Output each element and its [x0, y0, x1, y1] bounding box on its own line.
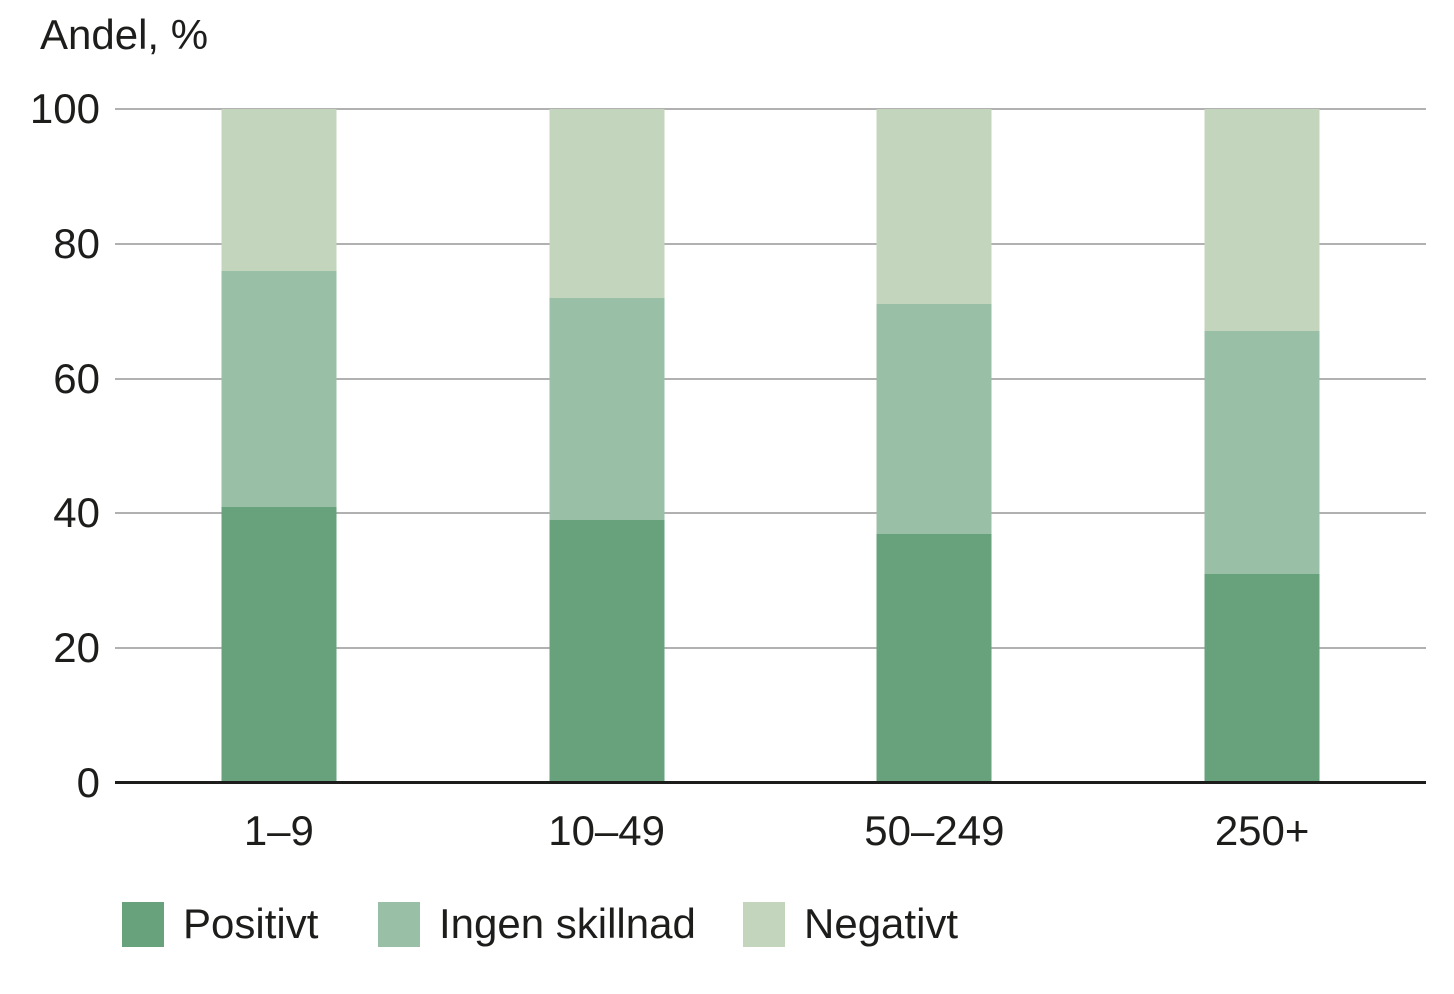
bar-segment-negativt: [221, 109, 337, 271]
bar-segment-ingen-skillnad: [876, 304, 992, 534]
bar-250-: [1204, 109, 1320, 783]
bar-segment-positivt: [1204, 574, 1320, 783]
gridline-60: [115, 377, 1426, 380]
y-tick-label-40: 40: [53, 489, 100, 537]
legend-swatch-ingen-skillnad: [378, 901, 420, 947]
y-tick-label-80: 80: [53, 219, 100, 267]
legend-label-positivt: Positivt: [183, 900, 319, 947]
x-axis-label-10-49: 10–49: [548, 807, 666, 854]
bar-slot-1-9: [115, 109, 443, 783]
bar-segment-positivt: [549, 520, 665, 783]
bar-groups: [115, 109, 1426, 783]
bar-segment-ingen-skillnad: [1204, 331, 1320, 575]
y-axis-tick-labels: 0 20 40 60 80 100: [0, 0, 100, 994]
y-axis-title: Andel, %: [40, 11, 209, 58]
bar-slot-250-: [1098, 109, 1426, 783]
bar-segment-negativt: [1204, 109, 1320, 332]
legend-label-ingen-skillnad: Ingen skillnad: [439, 900, 696, 947]
gridline-100: [115, 108, 1426, 110]
x-axis-labels: 1–9 10–49 50–249 250+: [115, 808, 1426, 854]
y-tick-label-60: 60: [53, 354, 100, 402]
legend-swatch-positivt: [122, 901, 164, 947]
x-axis-label-250-: 250+: [1214, 807, 1310, 854]
bar-segment-ingen-skillnad: [549, 297, 665, 521]
y-tick-label-20: 20: [53, 624, 100, 672]
x-axis-baseline: [115, 781, 1426, 784]
bar-segment-ingen-skillnad: [221, 270, 337, 507]
y-tick-label-0: 0: [76, 759, 100, 806]
bar-segment-positivt: [221, 506, 337, 783]
bar-10-49: [549, 109, 665, 783]
gridline-40: [115, 512, 1426, 515]
bar-slot-50-249: [771, 109, 1099, 783]
legend-swatch-negativt: [743, 901, 785, 947]
legend-label-negativt: Negativt: [804, 900, 959, 947]
gridline-20: [115, 647, 1426, 650]
legend-item-ingen-skillnad: Ingen skillnad: [378, 901, 696, 947]
legend-item-negativt: Negativt: [743, 901, 958, 947]
legend-item-positivt: Positivt: [122, 901, 318, 947]
y-tick-label-100: 100: [29, 85, 100, 132]
bar-1-9: [221, 109, 337, 783]
bar-segment-negativt: [549, 109, 665, 298]
plot-area: [115, 108, 1426, 784]
gridline-80: [115, 242, 1426, 245]
bar-slot-10-49: [443, 109, 771, 783]
x-axis-label-50-249: 50–249: [864, 807, 1005, 854]
bar-50-249: [876, 109, 992, 783]
bar-segment-negativt: [876, 109, 992, 305]
x-axis-label-1-9: 1–9: [243, 807, 314, 854]
bar-segment-positivt: [876, 533, 992, 783]
